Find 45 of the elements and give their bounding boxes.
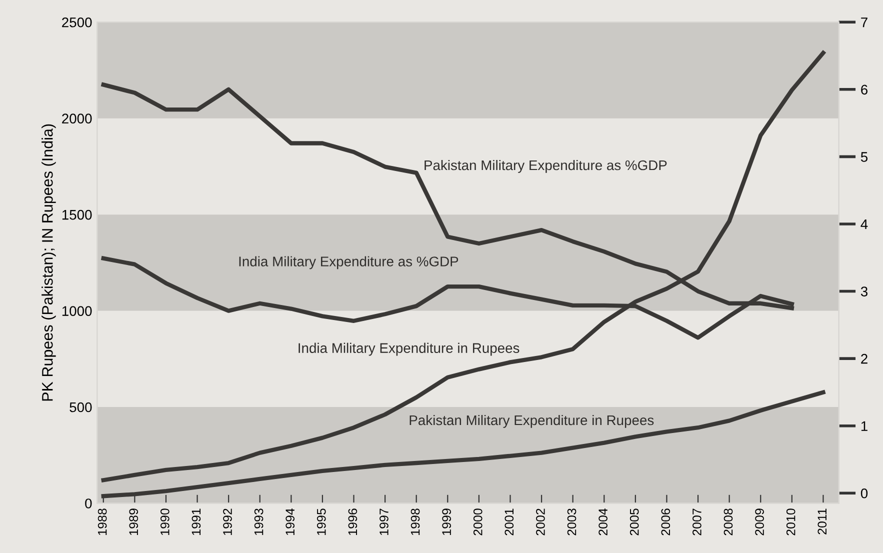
y-tick-label: 500 (70, 402, 92, 412)
y2-tick-label: 3 (860, 286, 868, 296)
series-label: Pakistan Military Expenditure in Rupees (410, 414, 654, 428)
x-tick-label: 1988 (98, 508, 107, 535)
y-tick-label: 0 (85, 498, 92, 508)
y2-tick-label: 5 (860, 152, 868, 162)
x-tick-label: 1993 (254, 508, 264, 535)
y2-tick-label: 4 (860, 219, 868, 230)
x-tick-label: 1989 (129, 508, 138, 535)
x-tick-label: 1997 (380, 508, 388, 535)
y2-tick-label: 0 (860, 488, 868, 498)
x-tick-label: 1996 (348, 508, 358, 535)
x-tick-label: 2011 (818, 508, 827, 534)
x-tick-label: 2000 (473, 508, 482, 536)
y-tick-label: 2500 (62, 17, 92, 28)
y2-tick-label: 7 (861, 18, 868, 28)
x-tick-label: 2002 (536, 508, 545, 536)
x-tick-label: 1998 (410, 508, 420, 535)
y2-tick-label: 6 (861, 84, 868, 95)
y2-tick-label: 1 (861, 421, 868, 431)
x-tick-label: 2006 (661, 508, 670, 536)
x-tick-label: 2004 (598, 508, 608, 536)
line-series (101, 50, 826, 482)
x-tick-label: 1995 (316, 508, 326, 535)
y-tick-label: 2000 (62, 114, 92, 124)
x-tick-label: 1999 (442, 508, 452, 535)
x-tick-label: 2008 (724, 508, 733, 536)
y-axis-title: PK Rupees (Pakistan); IN Rupees (India) (42, 124, 56, 401)
x-tick-label: 2003 (567, 508, 576, 536)
y-tick-label: 1000 (62, 306, 92, 316)
x-tick-label: 2010 (786, 508, 796, 536)
x-tick-label: 2005 (630, 508, 639, 536)
series-label: India Military Expenditure as %GDP (239, 256, 458, 270)
x-tick-label: 1992 (223, 508, 232, 535)
x-tick-label: 2009 (755, 508, 764, 536)
series-label: India Military Expenditure in Rupees (298, 342, 520, 356)
series-label: Pakistan Military Expenditure as %GDP (424, 160, 667, 173)
x-tick-label: 2007 (692, 508, 702, 536)
x-tick-label: 2001 (504, 508, 514, 536)
x-tick-label: 1990 (160, 508, 170, 535)
line-series (101, 390, 826, 498)
x-tick-label: 1991 (192, 508, 201, 535)
y-tick-label: 1500 (62, 210, 92, 220)
y2-tick-label: 2 (861, 354, 868, 364)
x-tick-label: 1994 (286, 508, 295, 535)
